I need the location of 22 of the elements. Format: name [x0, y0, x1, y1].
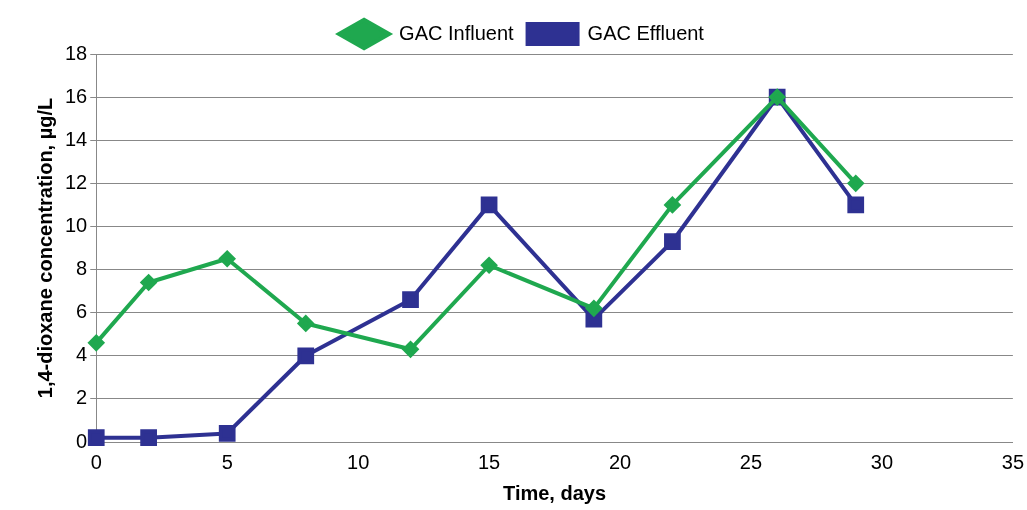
y-tick-label: 4 — [76, 343, 88, 366]
y-axis-title: 1,4-dioxane concentration, µg/L — [33, 97, 56, 399]
x-tick-label: 15 — [477, 450, 501, 473]
x-tick-label: 35 — [1001, 450, 1024, 473]
legend-label: GAC Effluent — [587, 21, 705, 44]
y-tick-label: 8 — [76, 257, 88, 280]
x-tick-label: 20 — [608, 450, 632, 473]
x-tick-label: 30 — [870, 450, 894, 473]
x-tick-label: 5 — [221, 450, 233, 473]
y-tick-label: 14 — [65, 127, 88, 150]
x-axis-title: Time, days — [503, 481, 607, 504]
y-tick-label: 2 — [76, 386, 88, 409]
y-tick-label: 6 — [76, 300, 88, 323]
x-tick-label: 25 — [739, 450, 763, 473]
y-tick-label: 10 — [65, 213, 88, 236]
x-tick-label: 10 — [347, 450, 370, 473]
x-tick-label: 0 — [90, 450, 102, 473]
y-tick-label: 12 — [65, 170, 88, 193]
y-tick-label: 18 — [65, 41, 88, 64]
legend-label: GAC Influent — [399, 21, 515, 44]
y-tick-label: 0 — [76, 429, 88, 452]
y-tick-label: 16 — [65, 84, 88, 107]
